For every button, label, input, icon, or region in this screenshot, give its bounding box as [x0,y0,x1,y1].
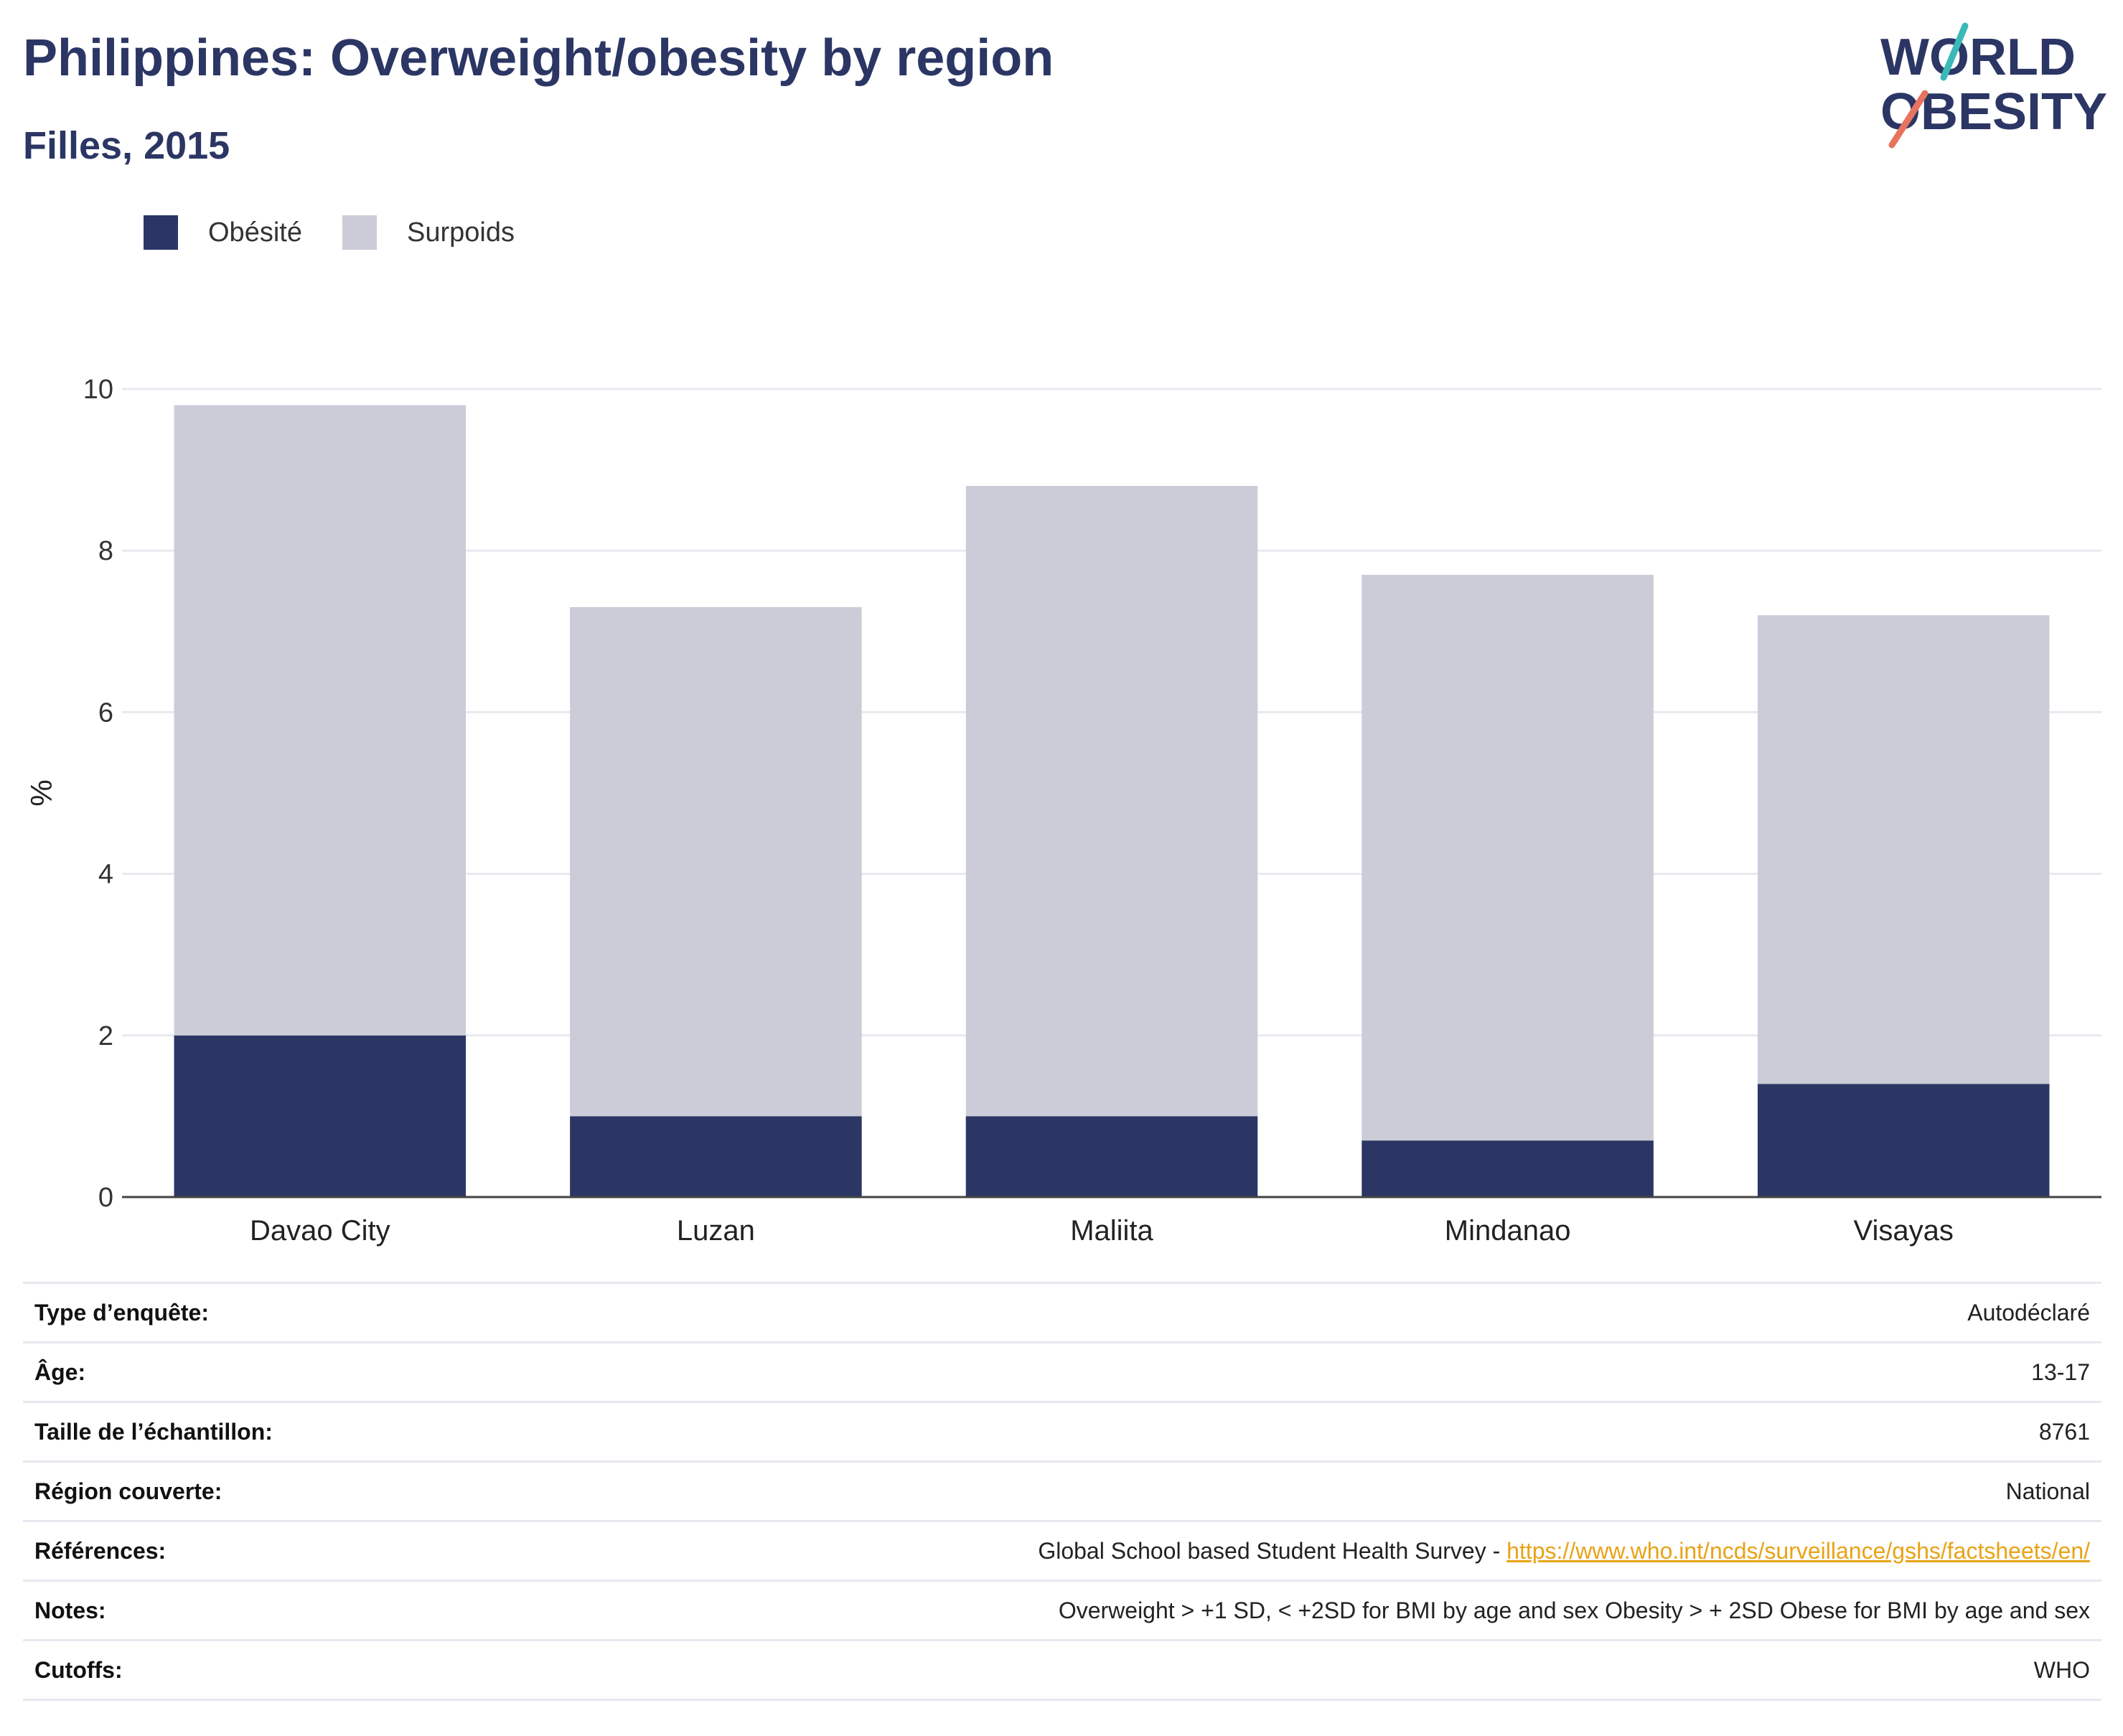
meta-key: Taille de l’échantillon: [34,1418,273,1445]
logo-line1: WORLD [1880,29,2076,86]
meta-row-sample-size: Taille de l’échantillon: 8761 [23,1403,2101,1463]
bar-surpoids-mindanao [1362,574,1654,1141]
x-category-label: Luzan [677,1215,755,1247]
logo-graphic: WORLD OBESITY [1880,22,2107,149]
bar-surpoids-luzan [570,607,862,1117]
world-obesity-logo: WORLD OBESITY [1873,22,2110,151]
y-tick-label: 0 [98,1183,113,1213]
meta-row-references: Références: Global School based Student … [23,1522,2101,1582]
legend-item-obesite[interactable]: Obésité [144,215,302,250]
meta-row-age: Âge: 13-17 [23,1343,2101,1403]
bar-obsit-davao-city [174,1035,467,1197]
logo-coral-slash [1888,90,1928,149]
bar-obsit-mindanao [1362,1140,1654,1197]
x-category-label: Davao City [250,1215,390,1247]
y-tick-label: 6 [98,698,113,728]
survey-info-table: Type d’enquête: Autodéclaré Âge: 13-17 T… [23,1282,2101,1701]
bar-obsit-visayas [1757,1084,2050,1197]
logo-line2: OBESITY [1880,83,2107,141]
bar-obsit-maliita [965,1116,1258,1197]
meta-key: Région couverte: [34,1478,222,1504]
meta-key: Notes: [34,1597,106,1623]
chart-legend: Obésité Surpoids [144,211,555,254]
meta-row-cutoffs: Cutoffs: WHO [23,1641,2101,1701]
meta-value: National [2005,1478,2090,1504]
meta-key: Références: [34,1537,167,1564]
bar-chart: 0 2 4 6 8 10 Davao City Luzan Maliita Mindanao Vis… [0,337,2123,1256]
legend-label-obesite: Obésité [208,217,302,248]
meta-value: WHO [2033,1656,2090,1683]
bar-surpoids-davao-city [174,405,467,1036]
y-axis-title: % [24,779,58,806]
meta-value: Overweight > +1 SD, < +2SD for BMI by ag… [1058,1597,2090,1623]
page-subtitle: Filles, 2015 [23,124,230,167]
y-tick-label: 4 [98,860,113,890]
legend-swatch-obesite [144,215,178,250]
y-tick-label: 10 [83,375,113,405]
x-category-label: Visayas [1854,1215,1954,1247]
y-tick-label: 2 [98,1021,113,1051]
legend-swatch-surpoids [342,215,377,250]
meta-row-notes: Notes: Overweight > +1 SD, < +2SD for BM… [23,1582,2101,1641]
reference-text: Global School based Student Health Surve… [1038,1537,1507,1564]
meta-value: 8761 [2038,1418,2090,1445]
meta-key: Âge: [34,1359,86,1385]
meta-row-survey-type: Type d’enquête: Autodéclaré [23,1284,2101,1343]
x-category-label: Maliita [1070,1215,1153,1247]
meta-key: Cutoffs: [34,1656,123,1683]
page-title: Philippines: Overweight/obesity by regio… [23,29,1054,87]
meta-key: Type d’enquête: [34,1299,209,1326]
bar-obsit-luzan [570,1116,862,1197]
legend-label-surpoids: Surpoids [406,217,515,248]
legend-item-surpoids[interactable]: Surpoids [342,215,515,250]
y-tick-label: 8 [98,536,113,566]
bar-surpoids-maliita [965,486,1258,1117]
logo-teal-slash [1940,22,1969,81]
x-category-label: Mindanao [1445,1215,1571,1247]
chart-svg: 0 2 4 6 8 10 Davao City Luzan Maliita Mindanao Vis… [24,375,2101,1247]
meta-value: Global School based Student Health Surve… [1038,1538,2090,1564]
reference-link[interactable]: https://www.who.int/ncds/surveillance/gs… [1506,1537,2090,1564]
meta-row-region: Région couverte: National [23,1463,2101,1522]
meta-value: 13-17 [2031,1359,2090,1385]
bar-surpoids-visayas [1757,615,2050,1084]
meta-value: Autodéclaré [1967,1299,2090,1326]
